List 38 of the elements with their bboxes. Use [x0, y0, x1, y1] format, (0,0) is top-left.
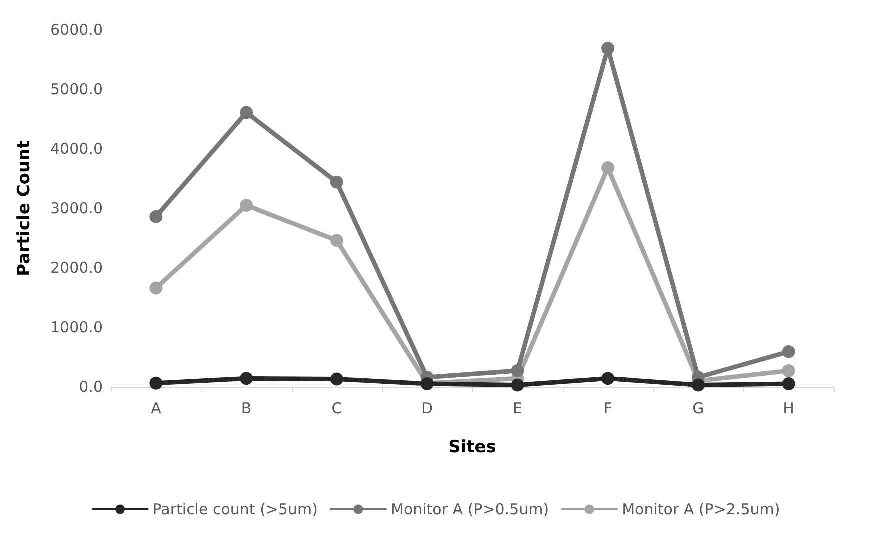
x-axis-title: Sites: [448, 438, 496, 458]
x-tick-label: G: [692, 400, 704, 418]
point: [692, 378, 705, 392]
x-tick-label: C: [332, 400, 342, 418]
point: [240, 199, 254, 212]
x-tick-label: H: [783, 400, 794, 418]
y-tick-label: 0.0: [79, 378, 103, 396]
x-tick-label: D: [422, 400, 434, 418]
x-tick-label: E: [512, 400, 522, 418]
y-tick-label: 4000.0: [50, 140, 103, 158]
y-axis-title: Particle Count: [14, 140, 34, 276]
x-tick-label: F: [604, 400, 612, 418]
point: [240, 372, 254, 386]
point: [150, 210, 163, 224]
point: [150, 282, 163, 295]
point: [511, 378, 524, 392]
y-tick-label: 5000.0: [50, 80, 103, 98]
legend-label: Monitor A (P>0.5um): [391, 500, 550, 518]
point: [330, 176, 344, 189]
point: [782, 378, 796, 391]
y-tick-label: 6000.0: [50, 21, 103, 39]
y-tick-label: 1000.0: [50, 318, 103, 336]
point: [782, 364, 796, 378]
legend-label: Monitor A (P>2.5um): [622, 500, 780, 518]
y-tick-label: 2000.0: [50, 259, 103, 277]
x-tick-label: A: [151, 400, 162, 418]
point: [511, 364, 524, 378]
legend-label: Particle count (>5um): [152, 500, 318, 518]
point: [602, 162, 615, 175]
x-tick-label: B: [241, 400, 252, 418]
point: [240, 106, 254, 120]
point: [150, 376, 163, 390]
point: [782, 345, 796, 358]
point: [602, 372, 615, 386]
point: [602, 42, 615, 55]
point: [330, 234, 344, 248]
y-tick-label: 3000.0: [50, 200, 103, 218]
point: [330, 372, 344, 386]
